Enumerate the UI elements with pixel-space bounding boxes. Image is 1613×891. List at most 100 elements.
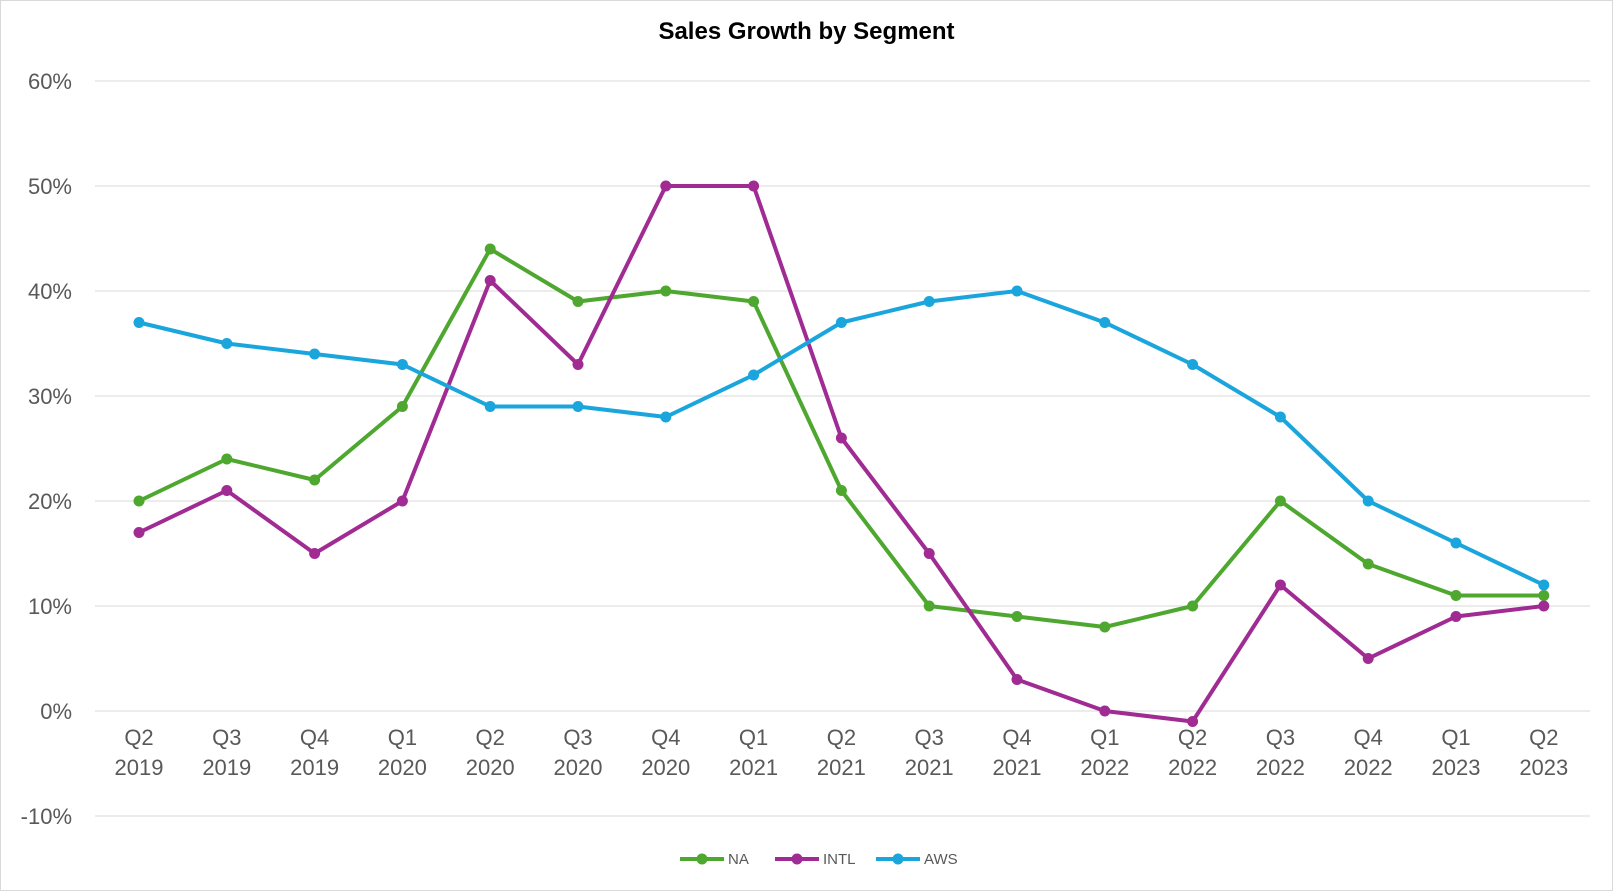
x-tick-label: Q4	[1002, 725, 1031, 750]
x-tick-label: 2021	[817, 755, 866, 780]
x-tick-label: Q1	[739, 725, 768, 750]
legend-marker-intl	[791, 853, 803, 865]
data-point-na	[1011, 611, 1023, 622]
x-tick-label: 2021	[729, 755, 778, 780]
legend-label-na: NA	[728, 851, 749, 868]
x-tick-label: Q3	[212, 725, 241, 750]
x-tick-label: 2022	[1344, 755, 1393, 780]
data-point-intl	[1362, 653, 1374, 664]
data-point-aws	[1538, 579, 1550, 591]
data-point-na	[572, 296, 584, 307]
data-point-intl	[1538, 600, 1550, 612]
data-point-intl	[1274, 579, 1286, 591]
data-point-aws	[748, 369, 760, 381]
y-tick-label: -10%	[21, 804, 72, 829]
x-tick-label: 2019	[290, 755, 339, 780]
data-point-na	[660, 285, 672, 297]
x-tick-label: 2019	[202, 755, 251, 780]
x-tick-label: Q1	[388, 725, 417, 750]
data-point-aws	[309, 348, 321, 360]
x-tick-label: 2020	[554, 755, 603, 780]
data-point-intl	[396, 495, 408, 507]
x-tick-label: Q4	[300, 725, 329, 750]
data-point-na	[748, 296, 760, 307]
data-point-intl	[572, 359, 584, 370]
data-point-aws	[1362, 495, 1374, 507]
data-point-na	[835, 485, 847, 496]
y-tick-label: 40%	[28, 279, 72, 304]
x-tick-label: 2020	[466, 755, 515, 780]
chart-title: Sales Growth by Segment	[658, 18, 955, 45]
x-tick-label: Q1	[1090, 725, 1119, 750]
y-tick-label: 60%	[28, 69, 72, 94]
x-tick-label: Q4	[1354, 725, 1383, 750]
x-tick-label: 2021	[905, 755, 954, 780]
x-tick-label: Q2	[476, 725, 505, 750]
y-tick-label: 50%	[28, 174, 72, 199]
data-point-intl	[1099, 705, 1111, 717]
x-tick-label: Q3	[915, 725, 944, 750]
y-tick-label: 20%	[28, 489, 72, 514]
x-tick-label: 2020	[378, 755, 427, 780]
x-tick-label: 2020	[641, 755, 690, 780]
data-point-na	[396, 401, 408, 412]
y-tick-label: 0%	[40, 699, 72, 724]
data-point-na	[1362, 558, 1374, 570]
legend-marker-aws	[892, 853, 904, 865]
x-tick-label: Q2	[124, 725, 153, 750]
data-point-na	[1274, 495, 1286, 507]
data-point-aws	[1011, 285, 1023, 297]
x-tick-label: Q3	[1266, 725, 1295, 750]
x-tick-label: 2022	[1080, 755, 1129, 780]
data-point-aws	[396, 359, 408, 370]
data-point-intl	[1187, 716, 1199, 727]
y-tick-label: 30%	[28, 384, 72, 409]
data-point-na	[484, 243, 496, 255]
data-point-intl	[484, 275, 496, 286]
data-point-na	[133, 495, 145, 507]
data-point-na	[1538, 590, 1550, 601]
x-tick-label: Q2	[1178, 725, 1207, 750]
x-tick-label: Q2	[1529, 725, 1558, 750]
y-tick-label: 10%	[28, 594, 72, 619]
legend-label-intl: INTL	[823, 851, 856, 868]
data-point-intl	[1011, 674, 1023, 685]
data-point-intl	[221, 485, 233, 496]
data-point-aws	[572, 401, 584, 412]
legend-marker-na	[696, 853, 708, 865]
data-point-aws	[923, 296, 935, 307]
data-point-na	[309, 474, 321, 486]
data-point-aws	[660, 411, 672, 423]
data-point-aws	[221, 338, 233, 349]
data-point-na	[221, 453, 233, 465]
data-point-aws	[1099, 317, 1111, 328]
data-point-aws	[1274, 411, 1286, 423]
x-tick-label: Q1	[1441, 725, 1470, 750]
x-tick-label: 2019	[115, 755, 164, 780]
data-point-intl	[660, 180, 672, 192]
data-point-na	[1450, 590, 1462, 601]
x-tick-label: Q2	[827, 725, 856, 750]
x-tick-label: 2023	[1432, 755, 1481, 780]
data-point-aws	[133, 317, 145, 328]
data-point-intl	[835, 432, 847, 444]
series-line-intl	[137, 184, 1546, 724]
data-point-na	[1187, 600, 1199, 612]
data-point-na	[1099, 621, 1111, 633]
x-tick-label: Q3	[563, 725, 592, 750]
data-point-na	[923, 600, 935, 612]
data-point-intl	[923, 548, 935, 559]
data-point-intl	[748, 180, 760, 192]
x-tick-label: 2021	[993, 755, 1042, 780]
data-point-aws	[1187, 359, 1199, 370]
data-point-intl	[1450, 611, 1462, 622]
data-point-intl	[309, 548, 321, 559]
x-tick-label: 2022	[1256, 755, 1305, 780]
data-point-intl	[133, 527, 145, 538]
x-tick-label: 2022	[1168, 755, 1217, 780]
x-tick-label: 2023	[1519, 755, 1568, 780]
x-tick-label: Q4	[651, 725, 680, 750]
data-point-aws	[835, 317, 847, 328]
